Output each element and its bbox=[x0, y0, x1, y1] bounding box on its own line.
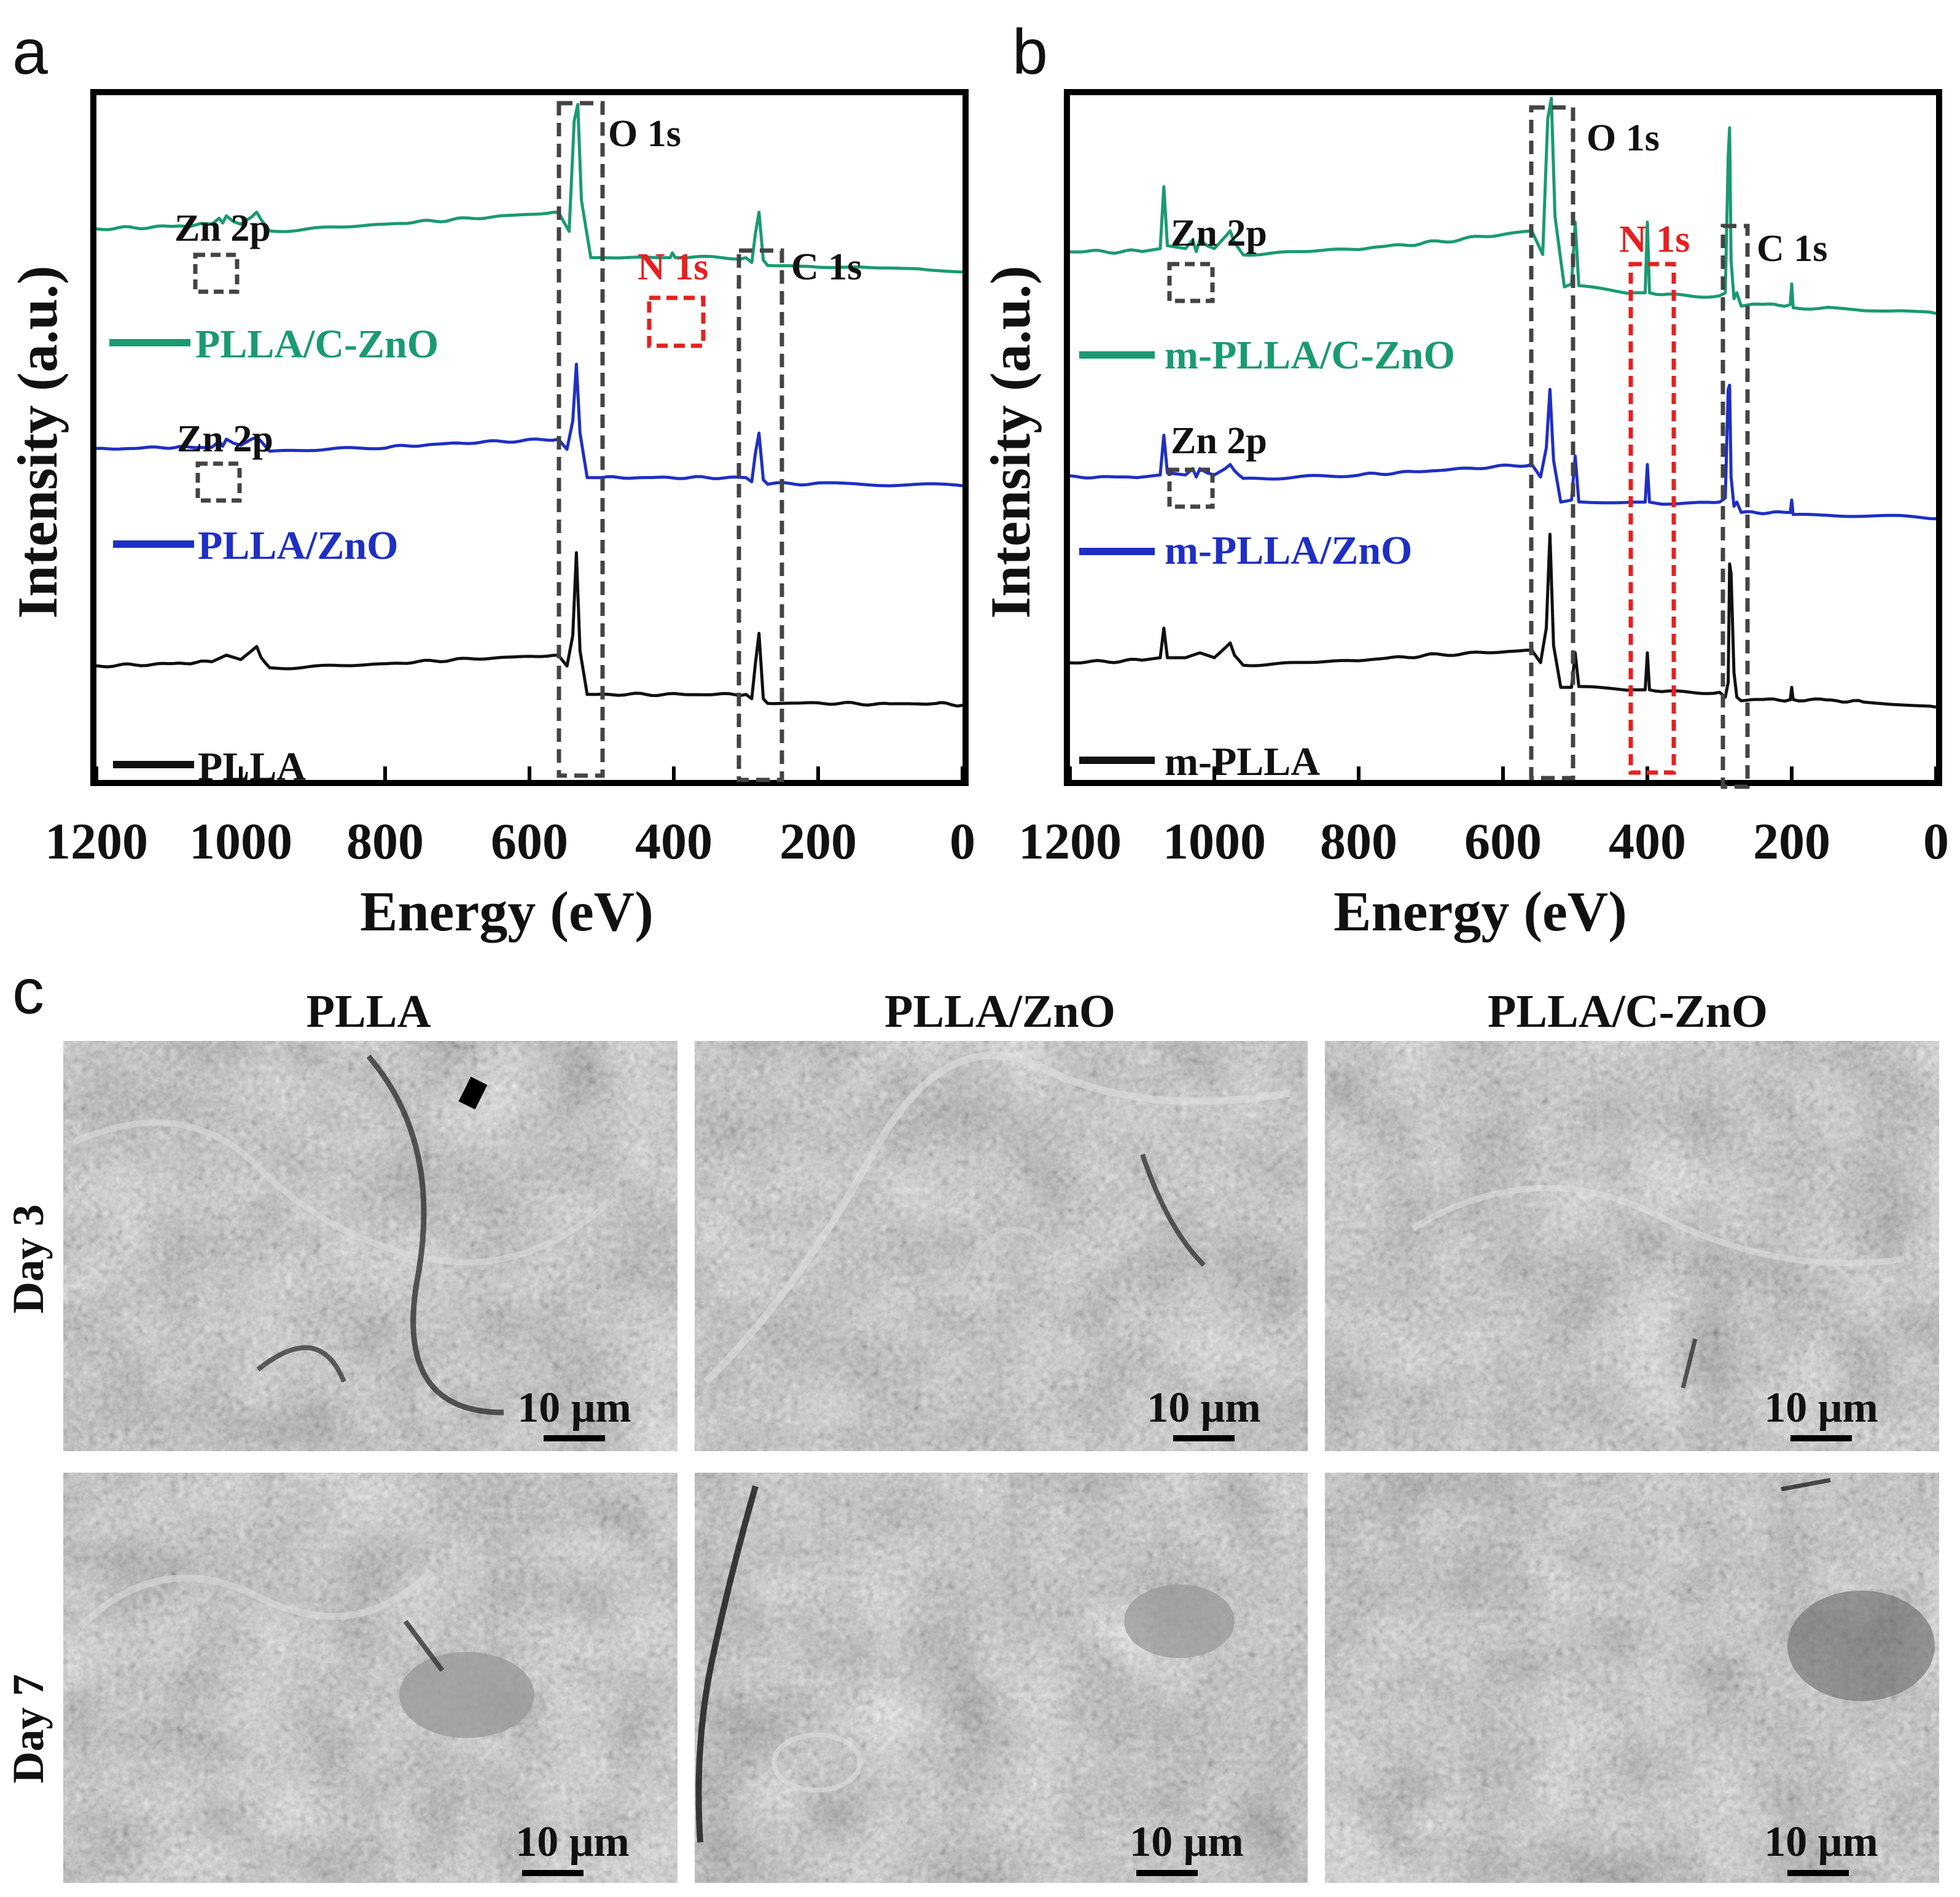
scale-bar-plla-day7: 10 μm bbox=[515, 1818, 630, 1876]
scale-text-plla-day7: 10 μm bbox=[515, 1818, 630, 1866]
panel-c: c PLLA PLLA/ZnO PLLA/C-ZnO Day 3 Day 7 bbox=[4, 956, 1939, 1883]
sem-image-plla-zno-day7 bbox=[695, 1473, 1308, 1883]
legend-label-plla-czno: PLLA/C-ZnO bbox=[195, 322, 439, 367]
label-zn2p-mid-a: Zn 2p bbox=[177, 418, 273, 460]
sem-row-day3: Day 3 bbox=[4, 1204, 53, 1314]
scale-text-plla-czno-day3: 10 μm bbox=[1764, 1384, 1878, 1432]
label-zn2p-mid-b: Zn 2p bbox=[1171, 420, 1267, 462]
sem-column-plla-czno: PLLA/C-ZnO bbox=[1488, 986, 1768, 1037]
x-ticks-a: 1200 1000 800 600 400 200 0 bbox=[45, 766, 975, 870]
scale-bar-plla-czno-day7: 10 μm bbox=[1764, 1818, 1878, 1876]
series-line-m-plla bbox=[1069, 532, 1937, 709]
legend-label-plla-zno: PLLA/ZnO bbox=[198, 523, 398, 568]
sem-image-plla-day3 bbox=[63, 1041, 677, 1451]
box-zn2p-mid-b bbox=[1167, 467, 1215, 509]
x-tick-label-200: 200 bbox=[779, 813, 857, 870]
series-line-m-plla-czno bbox=[1069, 96, 1937, 315]
panel-label-a: a bbox=[12, 17, 48, 88]
scale-bar-plla-czno-day3: 10 μm bbox=[1764, 1384, 1878, 1441]
scale-bar-plla-zno-day3: 10 μm bbox=[1147, 1384, 1261, 1441]
box-c1s-a bbox=[736, 248, 784, 782]
box-zn2p-top-b bbox=[1167, 262, 1215, 303]
label-n1s-b: N 1s bbox=[1619, 219, 1690, 260]
sem-column-plla-zno: PLLA/ZnO bbox=[884, 986, 1115, 1037]
plot-a-frame bbox=[90, 89, 969, 786]
series-line-m-plla-zno bbox=[1069, 383, 1937, 521]
panel-label-b: b bbox=[1012, 17, 1048, 88]
sem-image-plla-czno-day7 bbox=[1325, 1473, 1939, 1883]
plot-b-frame bbox=[1064, 89, 1942, 786]
x-tick-label-0: 0 bbox=[1923, 813, 1949, 870]
box-o1s-b bbox=[1529, 105, 1575, 781]
scale-text-plla-zno-day3: 10 μm bbox=[1147, 1384, 1261, 1432]
box-n1s-a bbox=[647, 295, 706, 348]
label-zn2p-top-a: Zn 2p bbox=[174, 208, 271, 249]
panel-a: a 1200 1000 800 600 400 200 0 Energy (eV) Inte… bbox=[6, 17, 975, 943]
scale-bar-plla-day3: 10 μm bbox=[517, 1384, 631, 1441]
legend-label-mplla-zno: m-PLLA/ZnO bbox=[1165, 528, 1412, 573]
x-tick-label-200: 200 bbox=[1753, 813, 1830, 870]
x-tick-label-800: 800 bbox=[1320, 813, 1397, 870]
x-tick-label-400: 400 bbox=[635, 813, 713, 870]
label-o1s-b: O 1s bbox=[1587, 117, 1660, 159]
x-tick-label-400: 400 bbox=[1609, 813, 1686, 870]
x-tick-label-1000: 1000 bbox=[189, 813, 292, 870]
x-tick-label-1200: 1200 bbox=[1018, 813, 1122, 870]
label-zn2p-top-b: Zn 2p bbox=[1171, 212, 1267, 254]
label-n1s-a: N 1s bbox=[638, 246, 708, 288]
label-c1s-b: C 1s bbox=[1757, 228, 1827, 270]
x-axis-title-b: Energy (eV) bbox=[1333, 880, 1627, 943]
x-tick-label-600: 600 bbox=[1464, 813, 1542, 870]
box-o1s-a bbox=[556, 101, 605, 778]
sem-row-day7: Day 7 bbox=[4, 1674, 53, 1783]
sem-image-plla-day7 bbox=[63, 1473, 677, 1883]
legend-label-mplla: m-PLLA bbox=[1165, 739, 1320, 784]
box-n1s-b bbox=[1628, 262, 1676, 775]
label-c1s-a: C 1s bbox=[791, 246, 862, 288]
x-ticks-b: 1200 1000 800 600 400 200 0 bbox=[1018, 766, 1949, 870]
box-zn2p-top-a bbox=[193, 252, 240, 294]
sem-image-plla-czno-day3 bbox=[1325, 1041, 1939, 1451]
scale-text-plla-czno-day7: 10 μm bbox=[1764, 1818, 1878, 1866]
legend-label-plla: PLLA bbox=[198, 744, 306, 789]
label-o1s-a: O 1s bbox=[608, 113, 681, 155]
legend-label-mplla-czno: m-PLLA/C-ZnO bbox=[1165, 333, 1455, 378]
series-line-plla-czno bbox=[96, 103, 963, 274]
series-line-plla bbox=[96, 551, 963, 708]
x-tick-label-600: 600 bbox=[491, 813, 568, 870]
y-axis-title-a: Intensity (a.u.) bbox=[6, 265, 69, 618]
series-line-plla-zno bbox=[96, 362, 963, 488]
scale-text-plla-day3: 10 μm bbox=[517, 1384, 631, 1432]
x-tick-label-0: 0 bbox=[950, 813, 975, 870]
y-axis-title-b: Intensity (a.u.) bbox=[979, 265, 1042, 618]
x-tick-label-1000: 1000 bbox=[1163, 813, 1266, 870]
scale-bar-plla-zno-day7: 10 μm bbox=[1130, 1818, 1244, 1876]
plot-b-data bbox=[1069, 96, 1937, 709]
x-tick-label-800: 800 bbox=[346, 813, 424, 870]
panel-label-c: c bbox=[12, 956, 44, 1027]
box-zn2p-mid-a bbox=[195, 461, 242, 503]
sem-column-plla: PLLA bbox=[306, 986, 431, 1037]
x-tick-label-1200: 1200 bbox=[45, 813, 148, 870]
plot-a-data bbox=[96, 103, 963, 708]
x-axis-title-a: Energy (eV) bbox=[360, 880, 654, 943]
scale-text-plla-zno-day7: 10 μm bbox=[1130, 1818, 1244, 1866]
box-c1s-b bbox=[1720, 224, 1750, 789]
panel-b: b 1200 1000 800 600 400 200 0 Energy (eV) Inte… bbox=[979, 17, 1949, 943]
sem-image-plla-zno-day3 bbox=[695, 1041, 1308, 1451]
